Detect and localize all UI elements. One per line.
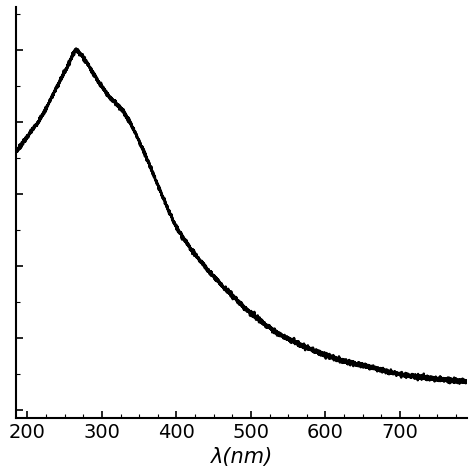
X-axis label: λ(nm): λ(nm) [210,447,273,467]
